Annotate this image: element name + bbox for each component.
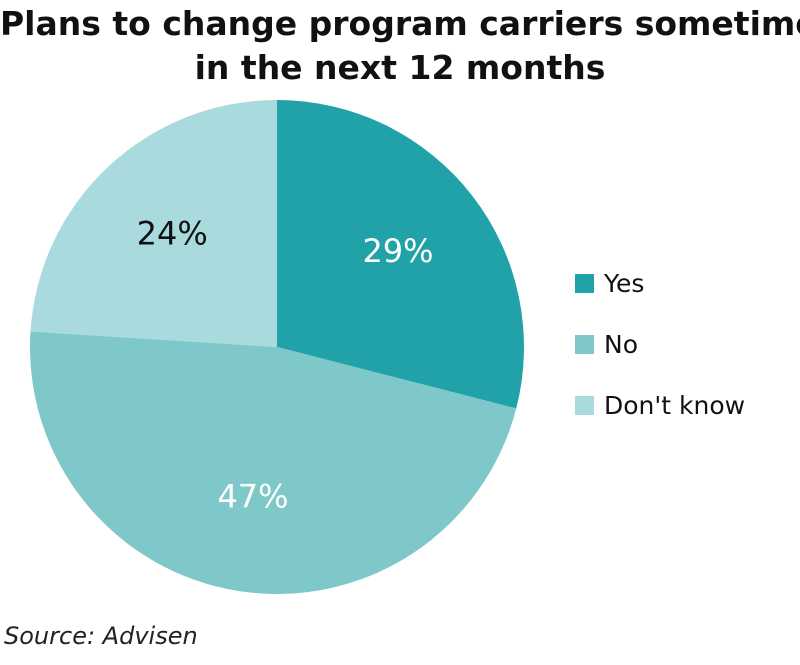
legend-label-no: No — [604, 329, 638, 359]
pie-slice-yes — [277, 100, 525, 409]
legend-item-no: No — [575, 329, 745, 359]
slice-label-don-t-know: 24% — [137, 214, 208, 252]
legend-label-dont-know: Don't know — [604, 390, 746, 420]
legend-item-dont-know: Don't know — [575, 390, 745, 420]
pie-slice-no — [30, 331, 517, 594]
chart-title-line-2: in the next 12 months — [194, 48, 606, 87]
chart-title: Plans to change program carriers sometim… — [0, 2, 800, 90]
pie-slice-don-t-know — [30, 100, 277, 347]
source-note: Source: Advisen — [4, 622, 198, 650]
slice-label-no: 47% — [217, 477, 288, 515]
chart-legend: Yes No Don't know — [575, 268, 745, 451]
slice-label-yes: 29% — [362, 232, 433, 270]
chart-title-line-1: Plans to change program carriers sometim… — [0, 4, 800, 43]
legend-item-yes: Yes — [575, 268, 745, 298]
legend-label-yes: Yes — [604, 268, 645, 298]
legend-swatch-no — [575, 334, 594, 354]
legend-swatch-yes — [575, 273, 594, 293]
legend-swatch-dont-know — [575, 395, 594, 415]
